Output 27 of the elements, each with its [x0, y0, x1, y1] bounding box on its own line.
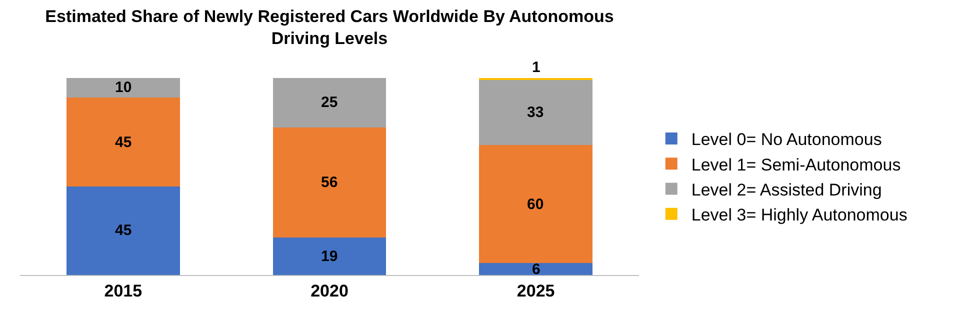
data-label: 25 — [321, 94, 338, 111]
data-label: 1 — [532, 59, 540, 76]
chart-title: Estimated Share of Newly Registered Cars Worldwide By Autonomous Driving Levels — [45, 7, 614, 48]
bar — [479, 263, 593, 275]
x-tick-label: 2015 — [104, 281, 142, 300]
bar — [479, 80, 593, 145]
data-label: 10 — [115, 79, 132, 96]
bar — [272, 238, 386, 275]
bar — [66, 78, 180, 98]
data-label: 60 — [527, 196, 544, 213]
bar — [66, 98, 180, 186]
legend-label: Level 3= Highly Autonomous — [691, 205, 908, 224]
data-label: 56 — [321, 174, 338, 191]
legend-label: Level 1= Semi-Autonomous — [691, 155, 901, 174]
bar — [66, 186, 180, 275]
bar — [272, 127, 386, 238]
legend-label: Level 0= No Autonomous — [691, 130, 882, 150]
x-tick-label: 2025 — [516, 281, 555, 300]
data-label: 6 — [532, 261, 540, 278]
bar — [272, 78, 386, 128]
legend-label: Level 2= Assisted Driving — [691, 180, 882, 200]
data-label: 45 — [115, 222, 132, 239]
bar — [479, 144, 593, 264]
data-label: 19 — [321, 248, 338, 265]
data-label: 33 — [527, 104, 544, 121]
x-tick-label: 2020 — [310, 281, 348, 300]
data-label: 45 — [115, 134, 132, 151]
